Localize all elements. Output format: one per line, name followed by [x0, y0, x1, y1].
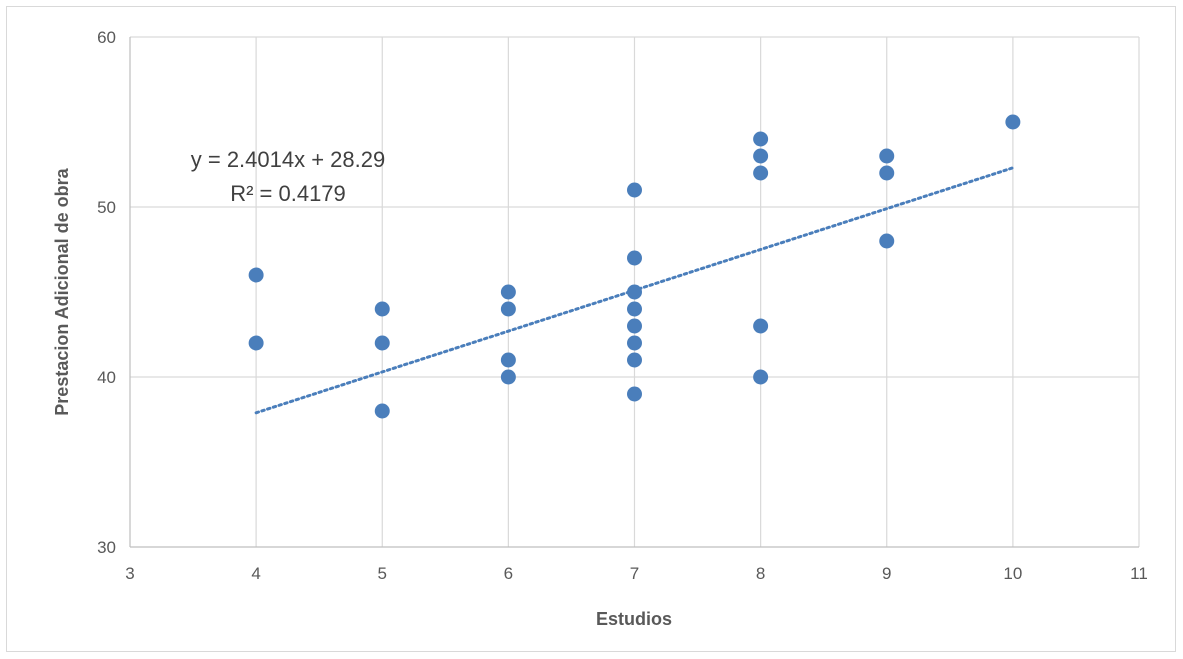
data-point [627, 335, 642, 351]
data-point [627, 318, 642, 334]
data-point [374, 403, 390, 419]
data-point [500, 284, 516, 300]
data-point [879, 165, 895, 181]
data-point [753, 131, 769, 147]
trendline-r2: R² = 0.4179 [230, 181, 346, 206]
data-point [248, 267, 264, 283]
x-tick-label: 4 [251, 564, 260, 583]
data-point [500, 352, 516, 368]
data-point [627, 352, 642, 368]
data-point [627, 182, 642, 198]
data-point [753, 369, 769, 385]
gridlines [130, 36, 1140, 547]
data-point [753, 318, 769, 334]
data-point [879, 148, 895, 164]
data-point [627, 250, 642, 266]
x-tick-label: 8 [756, 564, 765, 583]
y-tick-label: 30 [97, 538, 116, 557]
x-tick-label: 7 [630, 564, 639, 583]
data-point [627, 284, 642, 300]
data-point [374, 301, 390, 317]
data-point [374, 335, 390, 351]
x-tick-label: 9 [882, 564, 891, 583]
x-tick-label: 6 [504, 564, 513, 583]
x-axis-title: Estudios [596, 609, 672, 629]
x-tick-label: 3 [125, 564, 134, 583]
chart-frame [6, 6, 1176, 652]
data-point [627, 301, 642, 317]
data-point [248, 335, 264, 351]
tick-labels: 3 4 5 6 7 8 9 10 11 30 40 50 60 [97, 28, 1148, 583]
data-point [753, 148, 769, 164]
axes [129, 37, 1139, 548]
data-points [248, 114, 1021, 419]
y-tick-label: 40 [97, 368, 116, 387]
data-point [500, 301, 516, 317]
data-point [627, 386, 642, 402]
x-tick-label: 10 [1003, 564, 1022, 583]
x-tick-label: 11 [1130, 564, 1148, 583]
data-point [879, 233, 895, 249]
y-tick-label: 60 [97, 28, 116, 47]
trendline-equation: y = 2.4014x + 28.29 [191, 147, 386, 172]
data-point [500, 369, 516, 385]
data-point [1005, 114, 1021, 130]
x-tick-label: 5 [378, 564, 387, 583]
y-tick-label: 50 [97, 198, 116, 217]
data-point [753, 165, 769, 181]
y-axis-title: Prestacion Adicional de obra [52, 167, 72, 415]
